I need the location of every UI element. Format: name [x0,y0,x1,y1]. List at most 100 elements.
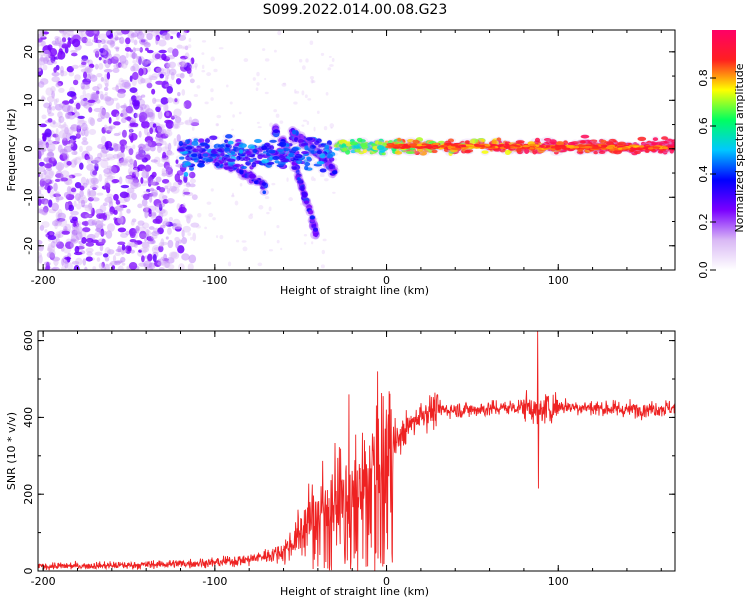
spectrogram-cell [85,237,94,243]
spectrogram-cell [71,150,78,156]
spectrogram-cell [72,157,82,164]
spectrogram-cell [175,164,182,168]
spectrogram-cell [51,90,55,99]
spectrogram-cell [115,83,125,88]
spectrogram-cell [166,54,176,60]
spectrogram-cell [68,142,74,148]
spectrogram-cell [185,181,191,186]
spectrogram-cell [98,63,104,70]
spectrogram-cell [103,59,107,64]
spectrogram-cell [248,214,253,220]
spectrogram-cell [164,110,173,119]
spectrogram-cell [223,147,231,152]
spectrogram-cell [116,153,123,158]
spectrogram-cell [213,68,218,73]
x-tick-label: -200 [31,274,56,287]
spectrogram-cell [40,173,46,182]
spectrogram-cell [146,49,154,54]
spectrogram-cell [78,120,87,125]
spectrogram-cell [177,224,182,228]
spectrogram-cell [89,189,97,199]
spectrogram-cell [54,233,64,239]
spectrogram-cell [144,263,150,268]
spectrogram-cell [210,97,214,101]
spectrogram-cell [150,179,156,186]
spectrogram-cell [98,33,108,40]
spectrogram-cell [61,37,67,43]
spectrogram-cell [38,193,44,200]
spectrogram-cell [149,75,158,81]
spectrogram-cell [303,233,308,237]
spectrogram-cell [166,67,171,77]
spectrogram-cell [55,231,61,238]
spectrogram-cell [75,156,84,160]
spectrogram-cell [175,240,180,249]
spectrogram-cell [136,55,140,60]
spectrogram-cell [88,116,95,125]
spectrogram-cell [98,230,107,236]
spectrogram-cell [38,239,43,245]
spectrogram-cell [55,170,63,179]
y-tick-label: 20 [22,45,35,59]
spectrogram-cell [309,40,314,45]
spectrogram-cell [188,37,192,43]
spectrogram-cell [160,133,169,139]
snr-series-line [38,331,675,571]
spectrogram-cell [92,179,96,188]
spectrogram-cell [202,153,209,157]
spectrogram-cell [214,162,220,167]
spectrogram-cell [146,32,153,41]
spectrogram-cell [63,191,70,198]
spectrogram-cell [145,47,149,52]
x-tick-label: -200 [31,575,56,588]
spectrogram-cell [39,57,48,62]
spectrogram-cell [157,145,162,153]
spectrogram-cell [82,78,91,85]
spectrogram-cell [120,256,126,263]
spectrogram-cell [149,112,156,119]
spectrogram-cell [129,133,134,143]
spectrogram-cell [95,208,104,215]
spectrogram-plot-area [38,30,675,270]
spectrogram-cell [183,174,188,184]
spectrogram-cell [166,111,170,117]
spectrogram-cell [330,126,333,129]
spectrogram-cell [165,164,173,172]
spectrogram-cell [190,57,195,65]
spectrogram-cell [322,238,327,242]
spectrogram-cell [74,111,80,118]
spectrogram-cell [70,138,74,146]
spectrogram-cell [118,196,128,204]
spectrogram-cell [131,71,139,81]
y-tick-label: 200 [22,484,35,505]
spectrogram-cell [80,196,88,204]
spectrogram-cell [216,235,219,239]
spectrogram-cell [324,144,330,150]
spectrogram-cell [49,121,59,128]
spectrogram-cell [85,247,94,253]
spectrogram-cell [146,82,153,89]
spectrogram-cell [151,231,160,236]
spectrogram-cell [182,30,187,37]
spectrogram-cell [120,232,128,238]
spectrogram-cell [153,30,160,34]
spectrogram-cell [271,182,276,186]
spectrogram-cell [125,174,134,180]
spectrogram-cell [161,146,170,152]
spectrogram-cell [177,245,185,254]
spectrogram-cell [241,240,247,243]
spectrogram-cell [135,225,141,231]
spectrogram-cell [92,218,100,223]
spectrogram-cell [57,164,63,172]
spectrogram-cell [139,230,147,240]
spectrogram-cell [182,60,186,65]
spectrogram-cell [129,249,136,254]
spectrogram-cell [63,121,67,128]
spectrogram-cell [188,60,192,66]
spectrogram-cell [132,166,138,171]
spectrogram-cell [79,185,85,191]
spectrogram-cell [41,221,50,228]
spectrogram-cell [100,38,106,45]
spectrogram-cell [135,225,140,234]
